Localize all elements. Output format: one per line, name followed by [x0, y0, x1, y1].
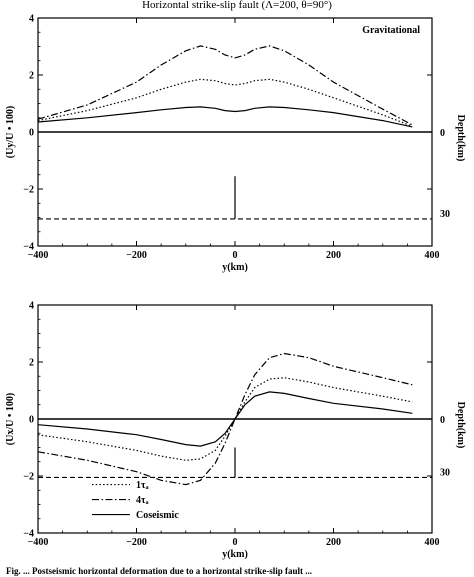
figure-title: Horizontal strike-slip fault (Λ=200, θ=9…: [142, 0, 332, 11]
x-tick-label: 0: [233, 250, 238, 261]
annotation-label: Gravitational: [362, 25, 420, 36]
x-tick-label: 0: [233, 537, 238, 548]
y-tick-label: −4: [23, 529, 34, 540]
x-axis-label: y(km): [222, 262, 248, 273]
y-tick-label: −4: [23, 242, 34, 253]
series-line-solid: [37, 391, 413, 447]
right-axis-label: Depth(km): [455, 402, 466, 449]
legend-label: 1τₐ: [136, 480, 149, 491]
depth-tick-30: 30: [440, 467, 450, 478]
x-tick-label: −400: [28, 250, 49, 261]
series-line-dashdot: [37, 352, 413, 486]
x-tick-label: −200: [126, 250, 147, 261]
y-tick-label: 0: [29, 128, 34, 139]
depth-tick-30: 30: [440, 209, 450, 220]
series-line-dotted: [37, 78, 413, 127]
legend-label: Coseismic: [136, 510, 179, 521]
y-tick-label: 4: [29, 14, 34, 25]
y-tick-label: 0: [29, 415, 34, 426]
series-line-solid: [37, 106, 413, 128]
x-axis-label: y(km): [222, 549, 248, 560]
panel-bottom: −400 −200 0 200 400 −4 −2 0 2 4 y(km) (Ux/U • 100) D…: [5, 301, 466, 561]
x-tick-label: 400: [425, 537, 440, 548]
y-axis-label: (Ux/U • 100): [5, 393, 16, 445]
y-tick-label: 2: [29, 358, 34, 369]
y-tick-label: −2: [23, 185, 34, 196]
series-line-dashdot: [37, 45, 413, 126]
figure-caption: Fig. ... Postseismic horizontal deformat…: [6, 566, 312, 576]
x-tick-label: 200: [326, 250, 341, 261]
x-tick-label: −400: [28, 537, 49, 548]
y-tick-label: 2: [29, 71, 34, 82]
y-tick-label: −2: [23, 472, 34, 483]
legend-label: 4τₐ: [136, 495, 149, 506]
x-tick-label: 200: [326, 537, 341, 548]
y-axis-label: (Uy/U • 100): [5, 106, 16, 158]
depth-tick-0: 0: [440, 415, 445, 426]
depth-tick-0: 0: [440, 128, 445, 139]
panel-top: −400 −200 0 200 400 −4 −2 0 2 4 y(km) (Uy/U • 100) D…: [5, 14, 466, 274]
x-tick-label: −200: [126, 537, 147, 548]
x-tick-label: 400: [425, 250, 440, 261]
y-tick-label: 4: [29, 301, 34, 312]
right-axis-label: Depth(km): [455, 115, 466, 162]
